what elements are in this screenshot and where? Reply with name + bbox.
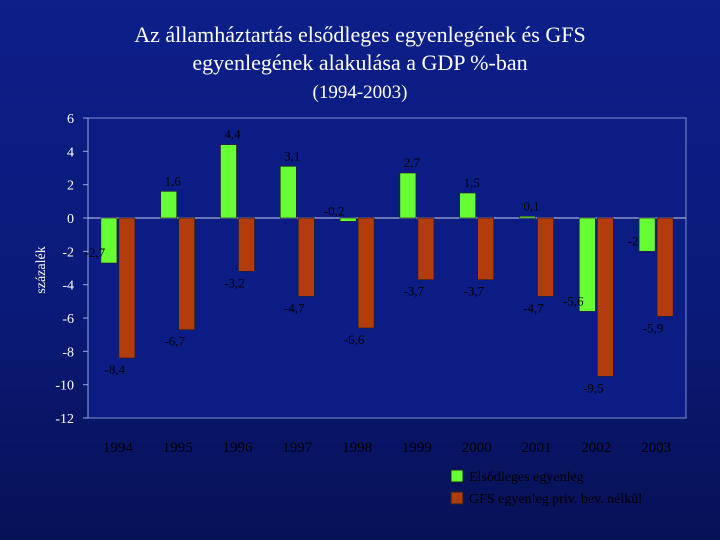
- chart-title-line-2: egyenlegének alakulása a GDP %-ban: [192, 50, 527, 75]
- y-tick-label: -8: [62, 345, 74, 360]
- bar-gfs-2001: [537, 217, 554, 297]
- data-label-primary-1997: 3,1: [284, 148, 300, 163]
- data-labels: -2,7 -8,4 1,6 -6,7 4,4 -3,2 3,1 -4,7 -0,2 -6,6 2,7…: [85, 127, 664, 396]
- category-labels: 1994 1995 1996 1997 1998 1999 2000 2001 2002 2003: [103, 440, 671, 456]
- data-label-gfs-2003: -5,9: [643, 320, 664, 335]
- legend-label-primary: Elsődleges egyenleg: [469, 470, 584, 485]
- y-tick-label: -12: [55, 412, 74, 427]
- bar-primary-1995: [160, 191, 177, 219]
- y-axis-label: százalék: [34, 246, 49, 293]
- bar-primary-1997: [279, 166, 297, 219]
- y-tick-label: -6: [62, 312, 74, 327]
- bar-primary-2000: [459, 192, 477, 219]
- bar-gfs-1997: [297, 217, 315, 297]
- legend-label-gfs: GFS egyenleg priv. bev. nélkül: [469, 492, 642, 507]
- data-label-gfs-1994: -8,4: [105, 362, 126, 377]
- x-tick-label-1998: 1998: [342, 440, 372, 456]
- data-label-primary-2003: -2: [628, 233, 639, 248]
- y-tick-label: -4: [62, 279, 74, 294]
- x-tick-label-2001: 2001: [522, 440, 552, 456]
- bar-primary-2002: [578, 217, 596, 312]
- data-label-primary-1995: 1,6: [165, 173, 182, 188]
- legend: Elsődleges egyenleg GFS egyenleg priv. b…: [450, 469, 642, 507]
- bar-primary-2001: [519, 216, 536, 219]
- plot-area: [87, 117, 687, 419]
- x-tick-label-1997: 1997: [282, 440, 313, 456]
- y-tick-label: -10: [55, 379, 74, 394]
- y-tick-label: -2: [62, 245, 74, 260]
- x-tick-label-1994: 1994: [103, 440, 134, 456]
- data-label-gfs-1996: -3,2: [224, 275, 245, 290]
- bar-gfs-2000: [477, 217, 495, 280]
- data-label-gfs-1995: -6,7: [164, 334, 185, 349]
- data-label-primary-2000: 1,5: [464, 175, 480, 190]
- data-label-gfs-2002: -9,5: [583, 380, 604, 395]
- x-tick-label-1999: 1999: [402, 440, 432, 456]
- y-axis: 6 4 2 0 -2 -4 -6 -8 -10 -12: [55, 112, 89, 427]
- bar-gfs-1998: [357, 217, 375, 329]
- x-tick-label-2003: 2003: [641, 440, 671, 456]
- chart-title-line-1: Az államháztartás elsődleges egyenlegéne…: [134, 22, 585, 47]
- data-label-gfs-1998: -6,6: [344, 332, 365, 347]
- data-label-primary-2002: -5,6: [563, 293, 584, 308]
- y-tick-label: 2: [67, 179, 74, 194]
- data-label-gfs-1999: -3,7: [404, 284, 425, 299]
- y-tick-label: 0: [67, 212, 74, 227]
- data-label-primary-1994: -2,7: [85, 245, 106, 260]
- bar-primary-2003: [638, 217, 656, 252]
- x-tick-label-2002: 2002: [581, 440, 611, 456]
- x-tick-label-1996: 1996: [223, 440, 254, 456]
- bar-gfs-1996: [238, 217, 255, 272]
- bars: [100, 144, 674, 377]
- data-label-primary-1998: -0,2: [324, 203, 345, 218]
- data-label-gfs-2001: -4,7: [523, 300, 544, 315]
- x-tick-label-1995: 1995: [163, 440, 193, 456]
- data-label-gfs-1997: -4,7: [284, 300, 305, 315]
- x-tick-label-2000: 2000: [462, 440, 492, 456]
- y-tick-label: 6: [67, 112, 74, 127]
- y-tick-label: 4: [67, 145, 74, 160]
- bar-gfs-1994: [118, 217, 136, 359]
- legend-swatch-gfs: [450, 491, 464, 505]
- bar-gfs-2003: [656, 217, 674, 317]
- bar-primary-1998: [339, 217, 357, 222]
- bar-primary-1996: [220, 144, 237, 219]
- bar-gfs-1995: [178, 217, 195, 330]
- bar-gfs-2002: [596, 217, 614, 377]
- legend-swatch-primary: [450, 469, 464, 483]
- bar-primary-1994: [100, 217, 118, 264]
- data-label-primary-1999: 2,7: [404, 155, 421, 170]
- bar-gfs-1999: [417, 217, 435, 280]
- data-label-primary-1996: 4,4: [224, 127, 241, 142]
- data-label-primary-2001: 0,1: [523, 198, 539, 213]
- bar-primary-1999: [399, 172, 417, 219]
- chart-title-line-3: (1994-2003): [313, 82, 408, 103]
- data-label-gfs-2000: -3,7: [463, 284, 484, 299]
